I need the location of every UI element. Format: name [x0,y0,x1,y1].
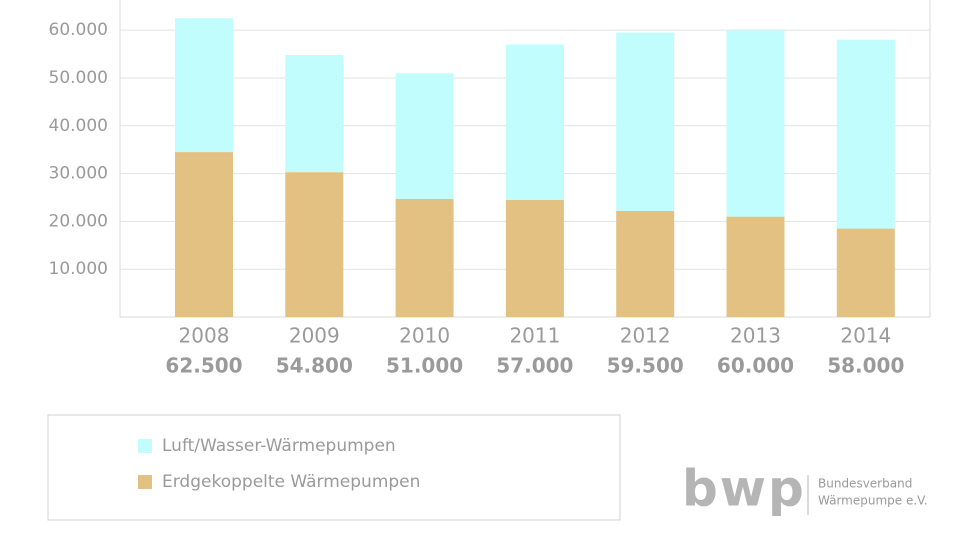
total-label: 51.000 [386,354,463,378]
bar-segment [395,198,454,317]
logo-text: Bundesverband [818,477,912,491]
bar-segment [616,32,675,211]
total-label: 54.800 [276,354,353,378]
bar-segment [395,73,454,199]
x-tick-label: 2014 [840,324,891,348]
total-label: 62.500 [165,354,242,378]
bar-segment [505,199,564,317]
logo-mark: bwp [682,460,806,518]
bar-segment [836,228,895,317]
bar-segment [285,55,344,173]
bar-segment [726,30,785,217]
legend-label: Luft/Wasser-Wärmepumpen [162,436,396,456]
x-tick-label: 2010 [399,324,450,348]
total-label: 59.500 [607,354,684,378]
bar-segment [616,210,675,317]
total-label: 58.000 [827,354,904,378]
total-label: 60.000 [717,354,794,378]
x-tick-label: 2009 [289,324,340,348]
legend-swatch [138,475,152,489]
legend-label: Erdgekoppelte Wärmepumpen [162,472,420,492]
x-tick-label: 2013 [730,324,781,348]
y-tick-label: 60.000 [49,20,108,40]
bar-segment [505,44,564,200]
logo-text: Wärmepumpe e.V. [818,494,928,508]
bar-segment [726,216,785,317]
y-tick-label: 50.000 [49,68,108,88]
x-tick-label: 2011 [509,324,560,348]
legend-swatch [138,439,152,453]
y-tick-label: 30.000 [49,164,108,184]
bar-segment [175,18,233,153]
x-tick-label: 2008 [179,324,230,348]
bar-segment [285,172,344,317]
y-tick-label: 10.000 [49,259,108,279]
y-tick-label: 20.000 [49,211,108,231]
y-tick-label: 40.000 [49,116,108,136]
legend-box [47,414,621,521]
bar-segment [175,152,233,317]
x-tick-label: 2012 [620,324,671,348]
total-label: 57.000 [496,354,573,378]
bar-segment [836,39,895,229]
